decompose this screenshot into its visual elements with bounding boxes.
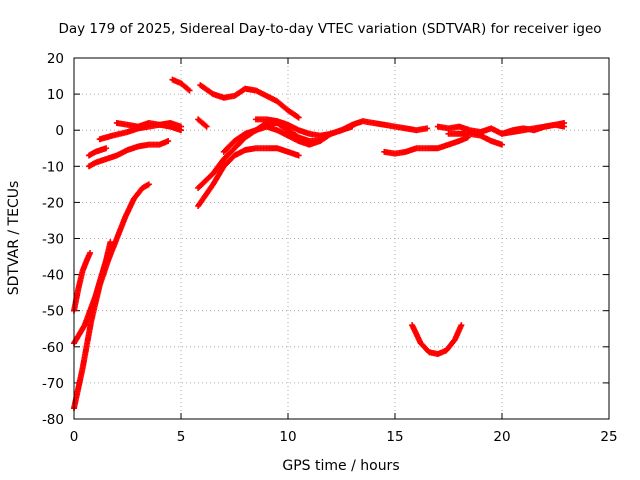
x-axis-label: GPS time / hours [282,458,399,474]
data-points [71,76,568,412]
series-arc-d [85,138,172,170]
y-tick-label: -10 [42,159,64,175]
y-tick-label: -60 [42,340,64,356]
chart-title: Day 179 of 2025, Sidereal Day-to-day VTE… [58,21,601,37]
data-point [424,125,431,132]
series-arc-h [169,76,193,94]
series-arc-e [85,145,110,159]
series-arc-o [381,134,471,157]
data-point [295,152,302,159]
y-tick-label: -50 [42,304,64,320]
y-tick-label: 10 [47,87,64,103]
series-arc-s [499,121,568,137]
data-point [295,114,302,121]
data-point-trail [294,113,301,120]
y-tick-label: -40 [42,268,64,284]
data-point [178,123,184,130]
data-point [103,145,110,152]
series-arc-n [252,116,431,139]
y-tick-label: -80 [42,412,64,428]
data-point [165,138,172,145]
series-arc-i [195,116,210,130]
series-arc-c [71,181,152,412]
series-arc-j [197,82,302,121]
x-tick-label: 20 [493,429,510,445]
x-tick-label: 10 [279,429,296,445]
series-arc-a [71,249,94,314]
data-point [186,87,193,94]
series-arc-r [445,130,505,148]
data-point [87,249,94,256]
data-point [499,141,505,148]
x-tick-label: 5 [177,429,186,445]
y-tick-label: -30 [42,232,64,248]
series-arc-p [409,322,465,358]
data-point [145,181,152,188]
data-point [458,322,465,329]
data-point [203,123,210,130]
series-arc-k [195,145,302,210]
series-arc-g [113,119,184,130]
x-tick-label: 15 [386,429,403,445]
data-point [561,123,568,130]
y-tick-label: 20 [47,51,64,67]
y-axis-label: SDTVAR / TECUs [6,181,22,296]
tick-labels: 20 10 0 -10 -20 -30 -40 -50 -60 -70 -80 0 5 10 15 20 25 [42,51,618,445]
y-tick-label: -70 [42,376,64,392]
grid [74,58,609,419]
y-tick-label: -20 [42,195,64,211]
x-tick-label: 0 [70,429,79,445]
plot-frame [73,57,610,420]
y-tick-label: 0 [55,123,64,139]
x-tick-label: 25 [600,429,617,445]
